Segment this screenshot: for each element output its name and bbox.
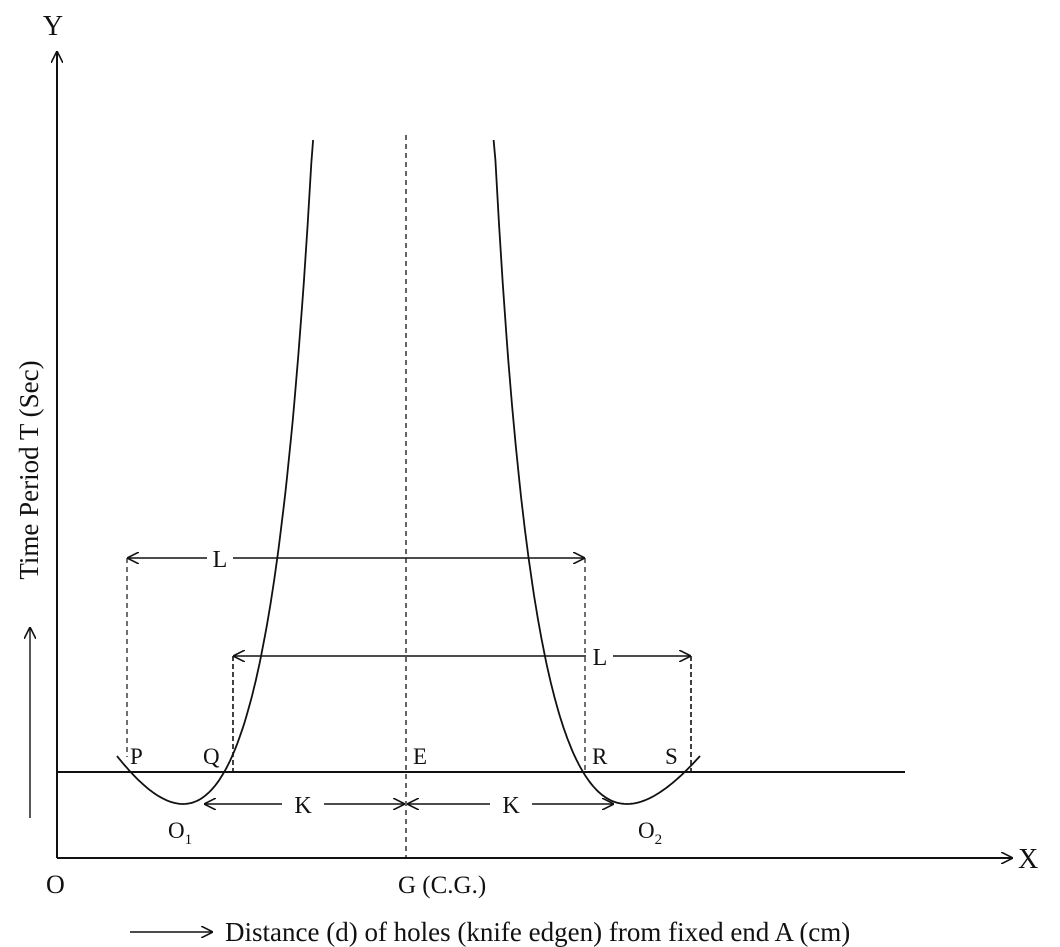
label-R: R (592, 744, 608, 769)
curve-left (116, 139, 314, 805)
x-axis-title: Distance (d) of holes (knife edgen) from… (225, 917, 850, 947)
label-Q: Q (203, 744, 220, 769)
label-K-left: K (294, 793, 312, 819)
label-S: S (665, 744, 678, 769)
cg-label: G (C.G.) (398, 872, 486, 899)
label-E: E (413, 744, 427, 769)
label-L-lower: L (593, 645, 608, 671)
x-axis-letter: X (1018, 844, 1038, 875)
y-axis-title: Time Period T (Sec) (14, 360, 44, 579)
label-O1-main: O (168, 818, 185, 843)
origin-label: O (46, 870, 65, 899)
label-O2: O2 (638, 818, 662, 848)
label-L-upper: L (213, 547, 228, 573)
label-O2-sub: 2 (655, 832, 663, 848)
label-O1-sub: 1 (185, 832, 193, 848)
y-axis-letter: Y (43, 11, 63, 42)
label-K-right: K (502, 793, 520, 819)
label-O1: O1 (168, 818, 192, 848)
label-O2-main: O (638, 818, 655, 843)
label-P: P (130, 744, 143, 769)
curve-right (492, 139, 701, 805)
